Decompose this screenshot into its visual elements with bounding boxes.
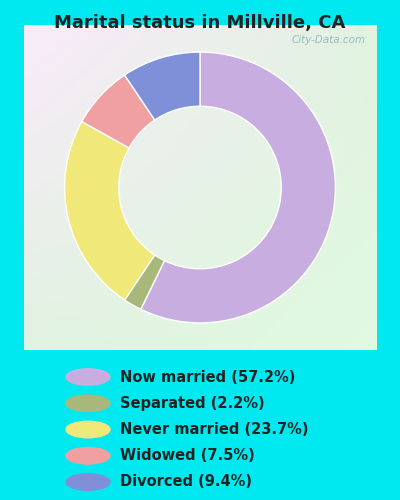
Text: City-Data.com: City-Data.com (291, 35, 366, 45)
Text: Now married (57.2%): Now married (57.2%) (120, 370, 295, 384)
Wedge shape (141, 52, 336, 323)
Text: Marital status in Millville, CA: Marital status in Millville, CA (54, 14, 346, 32)
Circle shape (66, 395, 110, 411)
Circle shape (66, 448, 110, 464)
Text: Separated (2.2%): Separated (2.2%) (120, 396, 265, 411)
Wedge shape (64, 122, 155, 300)
Wedge shape (124, 52, 200, 120)
Circle shape (66, 421, 110, 438)
Text: Never married (23.7%): Never married (23.7%) (120, 422, 308, 437)
Wedge shape (124, 255, 164, 310)
Circle shape (66, 474, 110, 490)
Circle shape (66, 369, 110, 385)
Text: Divorced (9.4%): Divorced (9.4%) (120, 474, 252, 490)
Wedge shape (82, 75, 155, 148)
Text: Widowed (7.5%): Widowed (7.5%) (120, 448, 255, 463)
